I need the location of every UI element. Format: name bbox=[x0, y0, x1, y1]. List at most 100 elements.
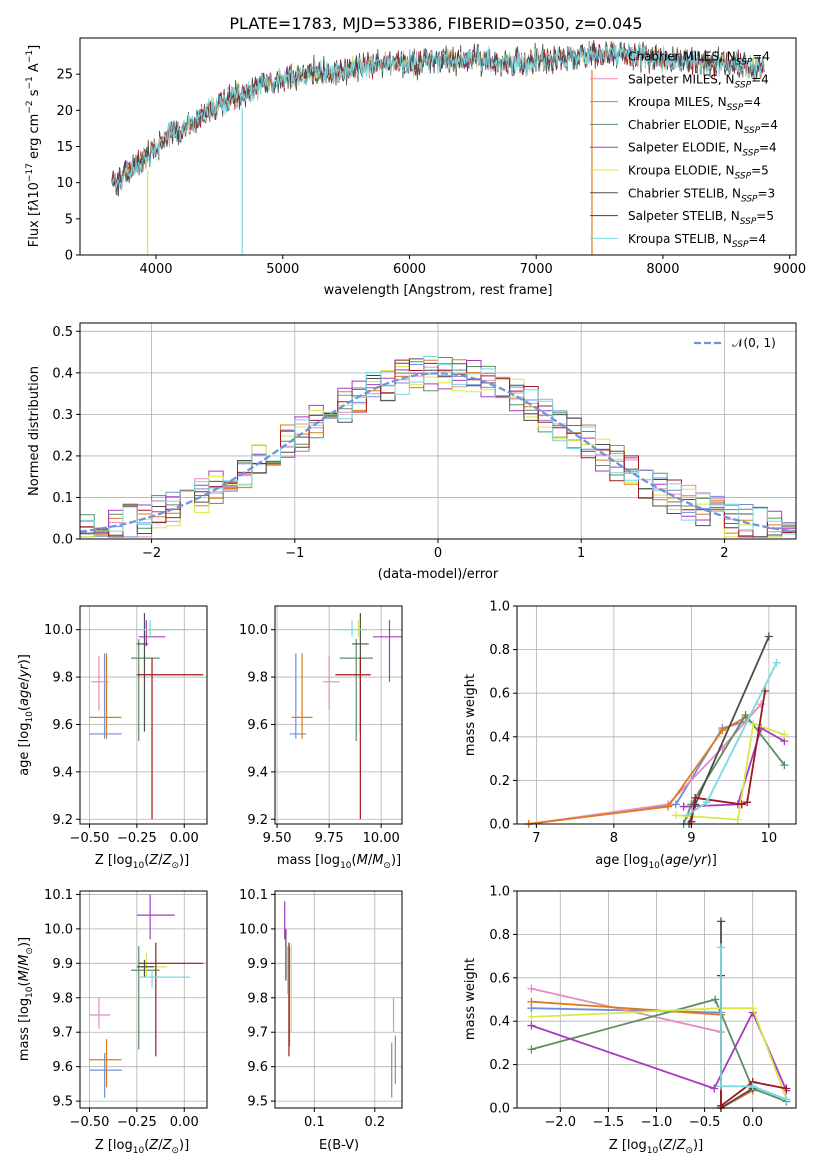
mass-weight-vs-metallicity-marker-kroupa-elodie bbox=[527, 1012, 536, 1021]
mass-vs-metallicity-point-salpeter-elodie bbox=[136, 894, 175, 940]
age-vs-metallicity-frame bbox=[79, 605, 208, 825]
mass-weight-vs-metallicity-line-chabrier-elodie bbox=[531, 998, 787, 1103]
mass-weight-vs-metallicity-marker-chabrier-stelib bbox=[716, 917, 725, 926]
age-vs-mass-point-kroupa-stelib bbox=[335, 620, 367, 637]
mass-weight-vs-age-marker-kroupa-miles bbox=[664, 802, 673, 811]
mass-vs-reddening-ytick-label: 9.9 bbox=[247, 957, 268, 972]
mass-vs-metallicity-point-kroupa-elodie bbox=[138, 953, 168, 978]
mass-weight-vs-metallicity-ytick-label: 1.0 bbox=[489, 885, 510, 900]
age-vs-metallicity-ylabel: age [log10(age/yr)] bbox=[17, 654, 35, 776]
mass-vs-reddening-frame bbox=[274, 890, 403, 1109]
mass-weight-vs-metallicity-marker-kroupa-stelib bbox=[748, 1082, 757, 1091]
mass-weight-vs-age-ytick-label: 0.6 bbox=[489, 687, 510, 702]
mass-weight-vs-age-marker-chabrier-stelib bbox=[764, 632, 773, 641]
mass-weight-vs-metallicity-line-chabrier-stelib bbox=[720, 921, 754, 1110]
age-vs-metallicity-panel: −0.50 −0.25 0.00 9.2 9.4 9.6 9.8 10.0 age [log1… bbox=[17, 605, 208, 871]
residuals-ylabel: Normed distribution bbox=[27, 366, 42, 496]
mass-vs-metallicity-ytick-label: 9.5 bbox=[52, 1095, 73, 1110]
age-vs-mass-point-salpeter-stelib bbox=[335, 658, 371, 820]
mass-weight-vs-metallicity-line-kroupa-stelib bbox=[720, 947, 787, 1101]
spectrum-legend-label: Chabrier MILES, NSSP=4 bbox=[628, 50, 770, 68]
mass-weight-vs-age-ytick-label: 0.2 bbox=[489, 774, 510, 789]
spectrum-ylabel: Flux [fλ10−17 erg cm−2 s−1 A−1] bbox=[25, 45, 42, 247]
spectrum-legend-label: Salpeter STELIB, NSSP=5 bbox=[628, 209, 774, 227]
residuals-xtick-label: 2 bbox=[720, 546, 728, 561]
mass-vs-metallicity-point-kroupa-stelib bbox=[138, 970, 190, 988]
age-vs-metallicity-xtick-label: 0.00 bbox=[170, 831, 199, 846]
spectrum-ytick-label: 0 bbox=[65, 249, 73, 264]
mass-vs-reddening-ytick-label: 9.7 bbox=[247, 1026, 268, 1041]
mass-weight-vs-metallicity-marker-kroupa-stelib bbox=[716, 943, 725, 952]
spectrum-xtick-label: 6000 bbox=[393, 262, 426, 277]
mass-weight-vs-metallicity-xtick-label: 0.0 bbox=[742, 1115, 763, 1130]
spectrum-panel: 4000 5000 6000 7000 8000 9000 0 5 10 15 20 25 Chabr… bbox=[25, 37, 806, 298]
mass-weight-vs-metallicity-marker-kroupa-stelib bbox=[716, 1082, 725, 1091]
age-vs-metallicity-point-salpeter-stelib bbox=[136, 658, 204, 820]
mass-weight-vs-metallicity-line-kroupa-elodie bbox=[531, 1007, 788, 1100]
residuals-xlabel: (data-model)/error bbox=[378, 567, 499, 582]
mass-weight-vs-metallicity-marker-salpeter-miles bbox=[527, 984, 536, 993]
mass-weight-vs-metallicity-line-chabrier-miles bbox=[531, 1007, 754, 1110]
age-vs-metallicity-ytick-label: 9.2 bbox=[52, 813, 73, 828]
age-vs-metallicity-ytick-label: 9.4 bbox=[52, 765, 73, 780]
residuals-ytick-label: 0.0 bbox=[52, 533, 73, 548]
mass-weight-vs-metallicity-marker-chabrier-elodie bbox=[711, 995, 720, 1004]
mass-weight-vs-age-line-salpeter-stelib bbox=[690, 690, 766, 822]
mass-weight-vs-age-marker-kroupa-stelib bbox=[683, 811, 692, 820]
age-vs-mass-ytick-label: 9.2 bbox=[247, 813, 268, 828]
mass-vs-metallicity-ytick-label: 9.7 bbox=[52, 1026, 73, 1041]
age-vs-metallicity-xtick-label: −0.50 bbox=[70, 831, 110, 846]
mass-weight-vs-age-line-kroupa-miles bbox=[528, 716, 747, 825]
mass-vs-metallicity-frame bbox=[79, 890, 208, 1109]
mass-weight-vs-age-marker-kroupa-stelib bbox=[772, 658, 781, 667]
age-vs-metallicity-point-chabrier-miles bbox=[89, 653, 122, 739]
mass-weight-vs-age-xtick-label: 10 bbox=[761, 831, 778, 846]
residuals-ytick-label: 0.3 bbox=[52, 408, 73, 423]
residuals-ytick-label: 0.2 bbox=[52, 449, 73, 464]
age-vs-mass-xtick-label: 9.75 bbox=[315, 831, 344, 846]
mass-vs-reddening-ytick-label: 9.6 bbox=[247, 1060, 268, 1075]
mass-weight-vs-age-marker-kroupa-elodie bbox=[733, 815, 742, 824]
age-vs-mass-point-kroupa-miles bbox=[291, 653, 313, 739]
age-vs-mass-xlabel: mass [log10(M/M⊙)] bbox=[277, 853, 401, 871]
residuals-legend: 𝒩(0, 1) bbox=[694, 336, 776, 350]
histogram-kroupa-stelib bbox=[80, 356, 796, 535]
age-vs-mass-xtick-label: 10.00 bbox=[363, 831, 400, 846]
mass-weight-vs-age-marker-salpeter-elodie bbox=[679, 802, 688, 811]
spectrum-ytick-label: 5 bbox=[65, 212, 73, 227]
mass-vs-reddening-xtick-label: 0.1 bbox=[304, 1115, 325, 1130]
mass-vs-metallicity-point-kroupa-miles bbox=[89, 1039, 122, 1088]
mass-vs-reddening-xlabel: E(B-V) bbox=[319, 1138, 359, 1153]
normal-curve bbox=[80, 372, 796, 533]
age-vs-mass-point-salpeter-miles bbox=[322, 655, 340, 711]
figure-title: PLATE=1783, MJD=53386, FIBERID=0350, z=0… bbox=[229, 14, 642, 33]
mass-vs-reddening-ytick-label: 10.0 bbox=[239, 922, 268, 937]
mass-weight-vs-metallicity-marker-kroupa-miles bbox=[527, 997, 536, 1006]
mass-weight-vs-age-marker-chabrier-miles bbox=[671, 800, 680, 809]
mass-weight-vs-metallicity-marker-salpeter-stelib bbox=[782, 1084, 791, 1093]
mass-weight-vs-metallicity-xtick-label: −0.5 bbox=[689, 1115, 721, 1130]
age-vs-metallicity-point-chabrier-elodie bbox=[131, 639, 160, 742]
mass-weight-vs-age-panel: 7 8 9 10 0.0 0.2 0.4 0.6 0.8 1.0 mass weight age … bbox=[463, 600, 797, 871]
mass-weight-vs-metallicity-ytick-label: 0.2 bbox=[489, 1058, 510, 1073]
spectrum-xtick-label: 8000 bbox=[646, 262, 679, 277]
mass-weight-vs-age-marker-kroupa-miles bbox=[718, 726, 727, 735]
mass-vs-metallicity-ylabel: mass [log10(M/M⊙)] bbox=[17, 937, 35, 1061]
residuals-xtick-label: −1 bbox=[285, 546, 304, 561]
mass-weight-vs-age-marker-chabrier-elodie bbox=[780, 761, 789, 770]
mass-weight-vs-metallicity-panel: −2.0 −1.5 −1.0 −0.5 0.0 0.0 0.2 0.4 0.6 0.8 1.0 ma… bbox=[463, 885, 797, 1156]
mass-weight-vs-metallicity-marker-chabrier-elodie bbox=[527, 1045, 536, 1054]
residuals-xtick-label: 1 bbox=[577, 546, 585, 561]
mass-weight-vs-age-line-salpeter-miles bbox=[528, 703, 762, 825]
spectrum-legend: Chabrier MILES, NSSP=4 Salpeter MILES, NS… bbox=[590, 50, 778, 250]
mass-weight-vs-age-marker-salpeter-stelib bbox=[691, 793, 700, 802]
age-vs-mass-point-chabrier-elodie bbox=[339, 639, 373, 742]
mass-weight-vs-metallicity-marker-kroupa-elodie bbox=[748, 1004, 757, 1013]
spectrum-legend-label: Kroupa STELIB, NSSP=4 bbox=[628, 232, 766, 250]
age-vs-metallicity-ytick-label: 9.6 bbox=[52, 718, 73, 733]
mass-weight-vs-age-line-salpeter-elodie bbox=[683, 726, 785, 808]
mass-weight-vs-metallicity-xtick-label: −1.0 bbox=[641, 1115, 673, 1130]
mass-weight-vs-age-xtick-label: 7 bbox=[532, 831, 540, 846]
residuals-ytick-label: 0.1 bbox=[52, 491, 73, 506]
